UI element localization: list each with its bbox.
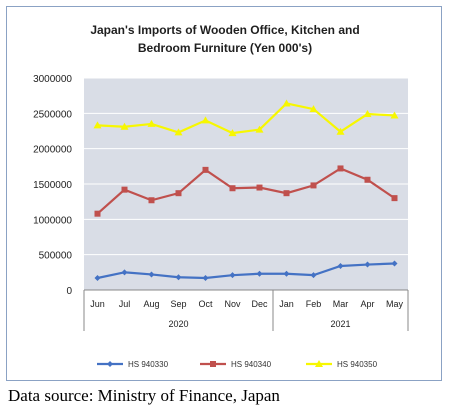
data-point-marker (229, 272, 236, 279)
chart-frame: Japan's Imports of Wooden Office, Kitche… (6, 6, 442, 381)
series-line-3 (97, 102, 395, 135)
data-point-marker (256, 184, 263, 191)
legend-label: HS 940330 (128, 360, 169, 369)
data-point-marker (315, 360, 323, 367)
x-tick-label: May (386, 299, 404, 309)
data-point-marker (121, 269, 128, 276)
series-line-2 (96, 167, 396, 215)
data-point-marker (175, 190, 182, 197)
legend-label: HS 940350 (337, 360, 378, 369)
data-point-marker (228, 129, 237, 137)
data-point-marker (256, 270, 263, 277)
y-tick-label: 1000000 (33, 215, 72, 226)
data-point-marker (202, 166, 209, 173)
data-point-marker (120, 122, 129, 130)
y-tick-label: 1500000 (33, 180, 72, 191)
y-tick-label: 3000000 (33, 74, 72, 85)
chart-title-line-1: Japan's Imports of Wooden Office, Kitche… (90, 23, 359, 37)
y-tick-label: 500000 (39, 251, 73, 262)
line-chart: Japan's Imports of Wooden Office, Kitche… (33, 23, 409, 369)
data-point-marker (121, 186, 128, 193)
data-point-marker (107, 361, 113, 367)
y-tick-label: 0 (66, 286, 72, 297)
data-point-marker (391, 260, 398, 267)
data-point-marker (363, 110, 372, 118)
data-point-marker (283, 270, 290, 277)
data-point-marker (283, 190, 290, 197)
data-point-marker (94, 274, 101, 281)
data-point-marker (229, 185, 236, 192)
x-tick-label: Oct (198, 299, 213, 309)
data-point-marker (202, 274, 209, 281)
data-point-marker (336, 127, 345, 135)
data-source-note: Data source: Ministry of Finance, Japan (8, 386, 280, 405)
data-point-marker (93, 121, 102, 129)
legend-item: HS 940330 (97, 360, 169, 369)
data-point-marker (337, 262, 344, 269)
data-point-marker (94, 210, 101, 217)
data-point-marker (364, 261, 371, 268)
legend-label: HS 940340 (231, 360, 272, 369)
data-point-marker (147, 119, 156, 127)
data-point-marker (310, 182, 317, 189)
x-group-label: 2021 (330, 319, 350, 329)
data-point-marker (255, 125, 264, 133)
legend-item: HS 940340 (200, 360, 272, 369)
x-group-label: 2020 (168, 319, 188, 329)
data-point-marker (201, 116, 210, 124)
x-tick-label: Sep (170, 299, 186, 309)
data-point-marker (310, 272, 317, 279)
data-point-marker (282, 99, 291, 107)
x-tick-label: Apr (360, 299, 374, 309)
x-tick-label: Jul (119, 299, 131, 309)
x-tick-label: Jun (90, 299, 105, 309)
series-line-1 (97, 262, 395, 280)
data-point-marker (337, 165, 344, 172)
legend-item: HS 940350 (306, 360, 378, 369)
data-point-marker (210, 361, 216, 367)
y-tick-label: 2500000 (33, 109, 72, 120)
x-tick-label: Feb (306, 299, 322, 309)
x-tick-label: Aug (143, 299, 159, 309)
chart-title-line-2: Bedroom Furniture (Yen 000's) (138, 41, 312, 55)
x-tick-label: Nov (224, 299, 241, 309)
data-point-marker (390, 111, 399, 119)
x-tick-label: Jan (279, 299, 294, 309)
data-point-marker (175, 274, 182, 281)
data-point-marker (309, 105, 318, 113)
data-point-marker (174, 128, 183, 136)
data-point-marker (148, 271, 155, 278)
data-point-marker (391, 195, 398, 202)
y-tick-label: 2000000 (33, 145, 72, 156)
x-tick-label: Mar (333, 299, 349, 309)
data-point-marker (148, 197, 155, 204)
data-point-marker (364, 176, 371, 183)
x-tick-label: Dec (251, 299, 268, 309)
